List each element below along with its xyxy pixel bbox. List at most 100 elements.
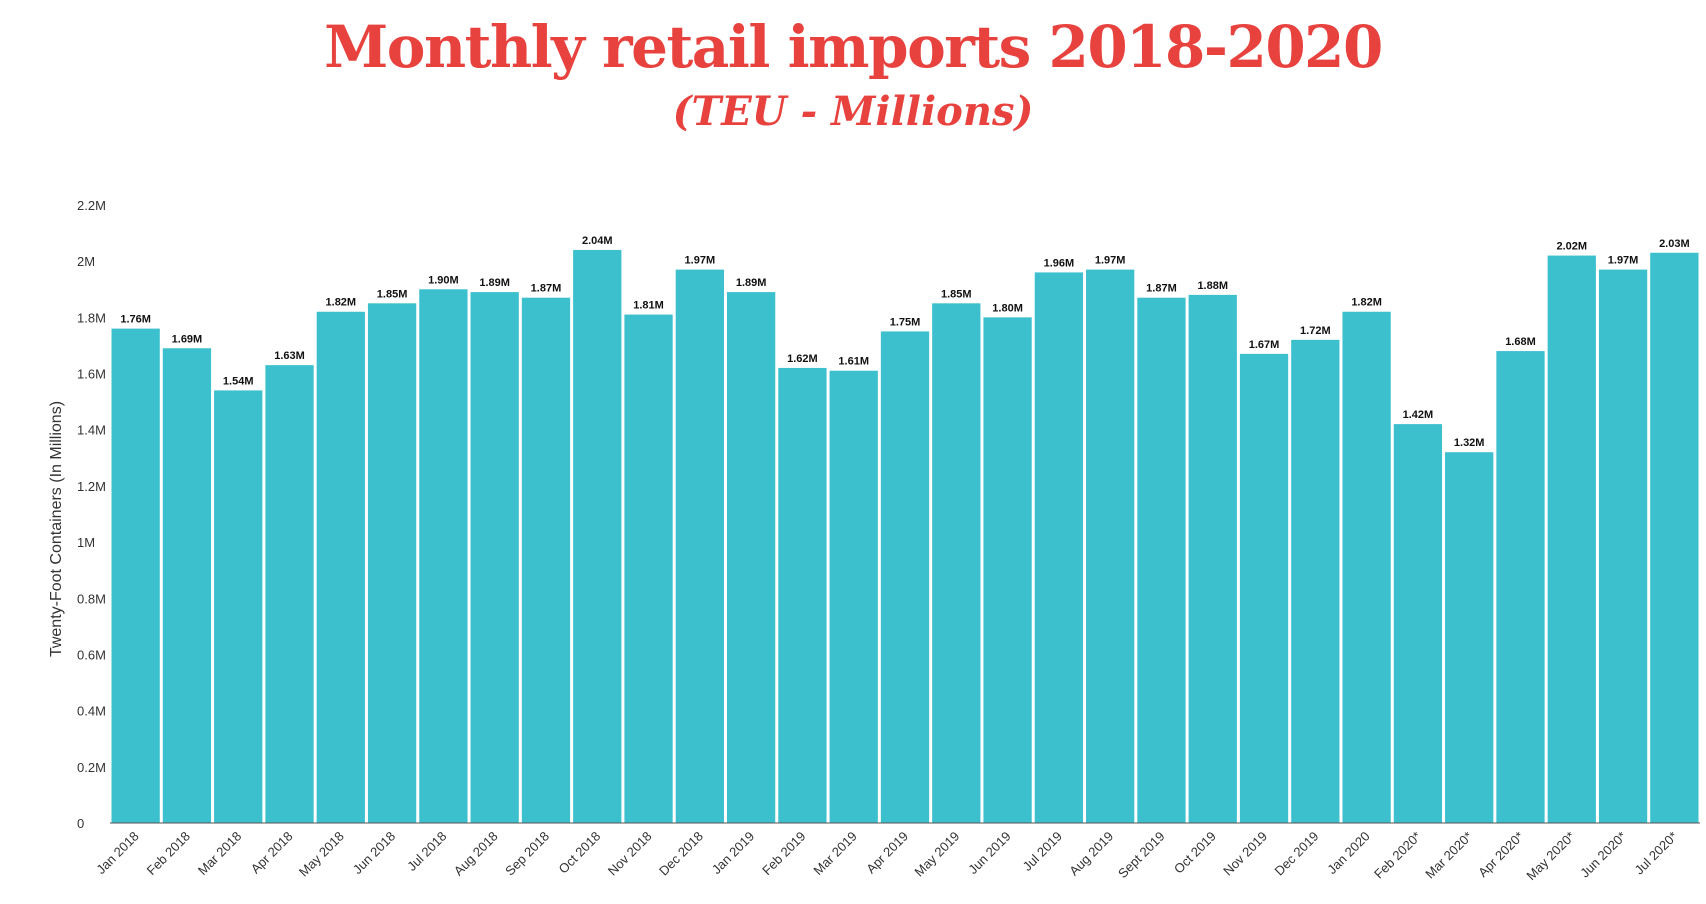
data-label: 2.04M: [582, 235, 613, 247]
bar[interactable]: [726, 292, 776, 824]
y-tick-label: 1.6M: [77, 367, 106, 382]
bar[interactable]: [1393, 424, 1443, 823]
data-label: 1.54M: [223, 375, 254, 387]
x-tick-label: Apr 2019: [863, 829, 911, 877]
data-label: 1.67M: [1249, 339, 1280, 351]
bar[interactable]: [470, 292, 519, 824]
x-tick-label: Feb 2019: [759, 829, 808, 878]
data-label: 1.80M: [992, 302, 1023, 314]
x-tick-label: Nov 2019: [1220, 829, 1270, 879]
bar[interactable]: [111, 328, 160, 823]
x-tick-label: Sep 2018: [502, 829, 552, 879]
data-label: 1.76M: [120, 314, 151, 326]
x-tick-label: Feb 2020*: [1371, 829, 1424, 882]
y-axis-label: Twenty-Foot Containers (In Millions): [48, 401, 65, 657]
data-label: 1.61M: [838, 356, 869, 368]
bar[interactable]: [932, 303, 981, 823]
x-tick-label: Jan 2018: [93, 829, 141, 877]
x-tick-label: Jun 2020*: [1577, 829, 1629, 881]
y-tick-label: 1.4M: [77, 423, 106, 438]
x-tick-label: Aug 2018: [451, 829, 501, 879]
bar[interactable]: [367, 303, 417, 823]
bar[interactable]: [1188, 294, 1237, 824]
y-tick-label: 2.2M: [77, 198, 106, 213]
x-tick-label: Oct 2018: [555, 829, 603, 877]
bar[interactable]: [829, 370, 878, 823]
x-tick-label: Jun 2019: [965, 829, 1013, 877]
x-tick-label: Mar 2018: [195, 829, 244, 878]
y-tick-label: 0.8M: [77, 591, 106, 606]
data-label: 2.02M: [1556, 241, 1587, 253]
data-label: 1.82M: [1351, 297, 1382, 309]
bar[interactable]: [1445, 452, 1494, 823]
data-label: 1.97M: [1608, 255, 1639, 267]
x-tick-label: Oct 2019: [1171, 829, 1219, 877]
y-tick-label: 1M: [77, 535, 95, 550]
data-label: 1.85M: [377, 288, 408, 300]
data-label: 1.90M: [428, 274, 459, 286]
bar[interactable]: [573, 249, 622, 824]
data-label: 1.87M: [1146, 283, 1177, 295]
data-label: 1.96M: [1044, 257, 1075, 269]
bar[interactable]: [521, 297, 571, 823]
x-tick-label: Feb 2018: [144, 829, 193, 878]
bar[interactable]: [1650, 252, 1699, 824]
data-label: 1.89M: [479, 277, 510, 289]
data-label: 1.68M: [1505, 336, 1536, 348]
data-label: 1.82M: [326, 297, 357, 309]
x-tick-label: Dec 2019: [1271, 829, 1321, 879]
data-label: 1.87M: [531, 283, 562, 295]
x-tick-label: Mar 2019: [810, 829, 859, 878]
bar[interactable]: [624, 314, 673, 823]
x-tick-label: May 2020*: [1523, 829, 1578, 884]
bar[interactable]: [1598, 269, 1648, 823]
bar[interactable]: [316, 311, 365, 823]
x-tick-label: Jul 2020*: [1632, 829, 1681, 878]
bar[interactable]: [1086, 269, 1135, 823]
bar[interactable]: [675, 269, 724, 823]
data-label: 1.97M: [685, 255, 716, 267]
x-tick-label: Jun 2018: [350, 829, 398, 877]
data-label: 1.69M: [172, 333, 203, 345]
x-tick-label: Dec 2018: [656, 829, 706, 879]
bar[interactable]: [1291, 339, 1340, 823]
x-tick-label: Jan 2020: [1324, 829, 1372, 877]
chart-title: Monthly retail imports 2018-2020: [324, 13, 1383, 81]
bar[interactable]: [1342, 311, 1391, 823]
x-tick-label: Nov 2018: [605, 829, 655, 879]
bar[interactable]: [1496, 351, 1545, 823]
x-tick-label: Aug 2019: [1066, 829, 1116, 879]
bar[interactable]: [162, 348, 212, 823]
x-tick-label: Apr 2020*: [1475, 829, 1526, 880]
x-tick-label: May 2019: [911, 829, 962, 880]
data-label: 1.42M: [1403, 409, 1434, 421]
data-label: 1.88M: [1197, 280, 1228, 292]
bar[interactable]: [1034, 272, 1084, 823]
bar[interactable]: [778, 367, 827, 823]
x-tick-label: May 2018: [296, 829, 347, 880]
bar[interactable]: [983, 317, 1032, 823]
data-label: 1.81M: [633, 300, 664, 312]
chart-subtitle: (TEU - Millions): [672, 88, 1034, 135]
y-tick-label: 1.8M: [77, 310, 106, 325]
bar[interactable]: [1547, 255, 1596, 824]
data-label: 1.32M: [1454, 437, 1485, 449]
data-label: 1.63M: [274, 350, 305, 362]
bar[interactable]: [265, 365, 314, 823]
bar[interactable]: [419, 289, 468, 824]
bar[interactable]: [880, 331, 930, 823]
bar[interactable]: [1239, 353, 1289, 823]
bar[interactable]: [214, 390, 263, 823]
data-label: 1.97M: [1095, 255, 1126, 267]
data-label: 2.03M: [1659, 238, 1690, 250]
y-tick-label: 0.6M: [77, 647, 106, 662]
x-tick-label: Jul 2019: [1020, 829, 1065, 874]
x-tick-label: Jul 2018: [404, 829, 449, 874]
y-tick-label: 2M: [77, 254, 95, 269]
bar[interactable]: [1137, 297, 1186, 823]
x-tick-label: Jan 2019: [709, 829, 757, 877]
data-label: 1.89M: [736, 277, 767, 289]
y-tick-label: 0.2M: [77, 760, 106, 775]
data-label: 1.72M: [1300, 325, 1331, 337]
x-tick-label: Mar 2020*: [1422, 829, 1475, 882]
